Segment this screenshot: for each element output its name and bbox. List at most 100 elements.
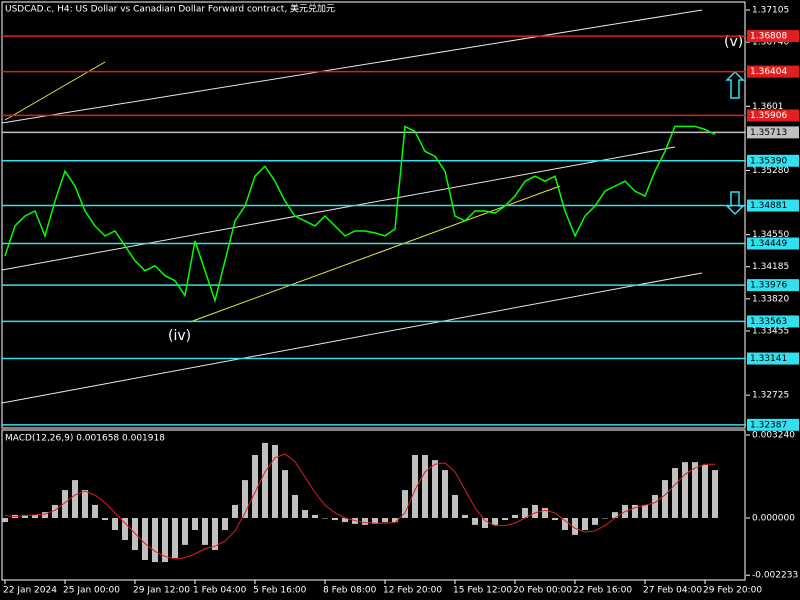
macd-bar [272, 444, 278, 519]
level-label: 1.34449 [750, 239, 787, 249]
y-tick-label: 1.34550 [752, 230, 789, 240]
x-tick-label: 5 Feb 16:00 [253, 586, 307, 596]
price-pane [1, 1, 746, 429]
level-tag [747, 65, 799, 78]
level-label: 1.33563 [750, 317, 787, 327]
macd-bar [182, 518, 188, 545]
macd-bar [22, 514, 28, 519]
level-tag [747, 199, 799, 212]
macd-bar [322, 518, 328, 519]
macd-bar [562, 518, 568, 531]
level-tag [747, 418, 799, 431]
level-label: 1.35906 [750, 111, 787, 121]
macd-bar [652, 494, 658, 519]
macd-bar [212, 518, 218, 551]
x-tick-label: 22 Jan 2024 [3, 586, 57, 596]
macd-bar [512, 514, 518, 519]
macd-bar [712, 470, 718, 519]
x-tick-label: 27 Feb 04:00 [643, 586, 702, 596]
macd-bar [572, 518, 578, 535]
x-tick-label: 29 Jan 12:00 [133, 586, 190, 596]
macd-bar [282, 470, 288, 519]
x-tick-label: 29 Feb 20:00 [703, 586, 762, 596]
macd-bar [72, 480, 78, 519]
macd-bar [692, 462, 698, 519]
macd-bar [102, 518, 108, 521]
macd-bar [382, 518, 388, 523]
level-tag [747, 279, 799, 292]
channel-line [1, 146, 676, 271]
macd-bar [632, 504, 638, 519]
x-tick-label: 22 Feb 16:00 [573, 586, 632, 596]
level-tag [747, 126, 799, 139]
price-line [4, 125, 716, 304]
macd-bar [612, 512, 618, 519]
macd-bar [602, 518, 608, 519]
macd-bar [42, 512, 48, 519]
macd-bar [292, 494, 298, 519]
macd-bar [222, 518, 228, 531]
macd-bar [232, 504, 238, 519]
macd-bar [162, 518, 168, 563]
x-tick-label: 25 Jan 00:00 [63, 586, 120, 596]
x-tick-label: 15 Feb 12:00 [453, 586, 512, 596]
macd-bar [172, 518, 178, 558]
trendlines [1, 9, 703, 404]
macd-bar [192, 518, 198, 531]
wave-label: (v) [724, 34, 743, 50]
x-tick-label: 12 Feb 20:00 [383, 586, 442, 596]
macd-bar [92, 504, 98, 519]
macd-bar [542, 508, 548, 519]
macd-bar [372, 518, 378, 524]
level-label: 1.34881 [750, 201, 787, 211]
macd-bar [362, 518, 368, 525]
macd-bar [592, 518, 598, 525]
y-tick-label: 0.000000 [752, 514, 795, 524]
macd-bar [332, 518, 338, 521]
level-tag [747, 315, 799, 328]
level-tag [747, 352, 799, 365]
macd-bar [662, 480, 668, 519]
chart-title: USDCAD.c, H4: US Dollar vs Canadian Doll… [5, 3, 335, 15]
y-tick-label: 1.37105 [752, 6, 789, 16]
x-tick-label: 20 Feb 00:00 [513, 586, 572, 596]
macd-pane [1, 429, 746, 581]
macd-bar [112, 518, 118, 531]
x-tick-label: 1 Feb 04:00 [193, 586, 247, 596]
y-tick-label: 1.34185 [752, 262, 789, 272]
y-tick-label: 1.33455 [752, 326, 789, 336]
macd-bar [682, 462, 688, 519]
macd-bar [432, 460, 438, 519]
macd-bar [702, 464, 708, 519]
macd-bar [392, 518, 398, 523]
macd-bar [472, 518, 478, 525]
macd-bar [342, 518, 348, 523]
macd-bar [262, 442, 268, 519]
macd-bar [2, 518, 8, 523]
channel-line [1, 272, 703, 404]
y-tick-label: 1.36740 [752, 38, 789, 48]
macd-bar [532, 504, 538, 519]
level-label: 1.32387 [750, 420, 787, 430]
macd-bar [252, 454, 258, 519]
macd-bar [32, 514, 38, 519]
macd-bar [142, 518, 148, 561]
x-tick-label: 8 Feb 08:00 [323, 586, 377, 596]
macd-bar [582, 518, 588, 531]
macd-bar [82, 490, 88, 519]
y-tick-label: 1.3601 [752, 102, 784, 112]
macd-bar [492, 518, 498, 525]
level-tag [747, 237, 799, 250]
y-tick-label: 1.35280 [752, 166, 789, 176]
level-tag [747, 30, 799, 43]
macd-bar [202, 518, 208, 545]
macd-bar [122, 518, 128, 541]
level-label: 1.36404 [750, 67, 787, 77]
level-label: 1.36808 [750, 32, 787, 42]
macd-bar [242, 480, 248, 519]
level-label: 1.35390 [750, 156, 787, 166]
macd-bar [302, 510, 308, 519]
y-tick-label: 1.32725 [752, 391, 789, 401]
